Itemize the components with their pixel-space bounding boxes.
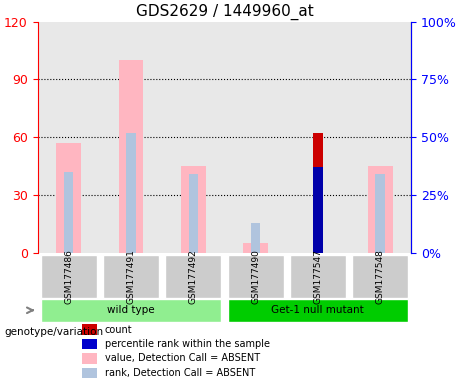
Bar xyxy=(126,132,136,253)
Text: GSM177492: GSM177492 xyxy=(189,249,198,304)
Bar xyxy=(64,172,73,253)
Bar xyxy=(189,174,198,253)
Text: genotype/variation: genotype/variation xyxy=(5,327,104,337)
Bar xyxy=(181,166,206,253)
Text: wild type: wild type xyxy=(107,305,155,315)
Bar xyxy=(313,133,323,253)
FancyBboxPatch shape xyxy=(41,298,221,322)
FancyBboxPatch shape xyxy=(290,255,346,298)
Text: percentile rank within the sample: percentile rank within the sample xyxy=(105,339,270,349)
Text: value, Detection Call = ABSENT: value, Detection Call = ABSENT xyxy=(105,353,260,364)
Bar xyxy=(83,339,97,349)
Text: GSM177486: GSM177486 xyxy=(64,249,73,304)
FancyBboxPatch shape xyxy=(228,255,284,298)
Text: GSM177548: GSM177548 xyxy=(376,249,384,304)
FancyBboxPatch shape xyxy=(41,255,97,298)
Bar xyxy=(56,143,81,253)
Text: GSM177490: GSM177490 xyxy=(251,249,260,304)
Text: count: count xyxy=(105,324,132,334)
FancyBboxPatch shape xyxy=(103,255,159,298)
FancyBboxPatch shape xyxy=(352,255,408,298)
Text: Get-1 null mutant: Get-1 null mutant xyxy=(272,305,364,315)
FancyBboxPatch shape xyxy=(228,298,408,322)
FancyBboxPatch shape xyxy=(165,255,221,298)
Bar xyxy=(368,166,393,253)
Title: GDS2629 / 1449960_at: GDS2629 / 1449960_at xyxy=(136,4,313,20)
Text: rank, Detection Call = ABSENT: rank, Detection Call = ABSENT xyxy=(105,368,255,378)
Bar xyxy=(83,324,97,335)
Bar xyxy=(83,353,97,364)
Text: GSM177547: GSM177547 xyxy=(313,249,322,304)
Bar xyxy=(375,174,385,253)
Bar xyxy=(118,60,143,253)
Bar xyxy=(243,243,268,253)
Text: GSM177491: GSM177491 xyxy=(126,249,136,304)
Bar xyxy=(251,223,260,253)
Bar xyxy=(313,167,323,253)
Bar xyxy=(83,368,97,378)
